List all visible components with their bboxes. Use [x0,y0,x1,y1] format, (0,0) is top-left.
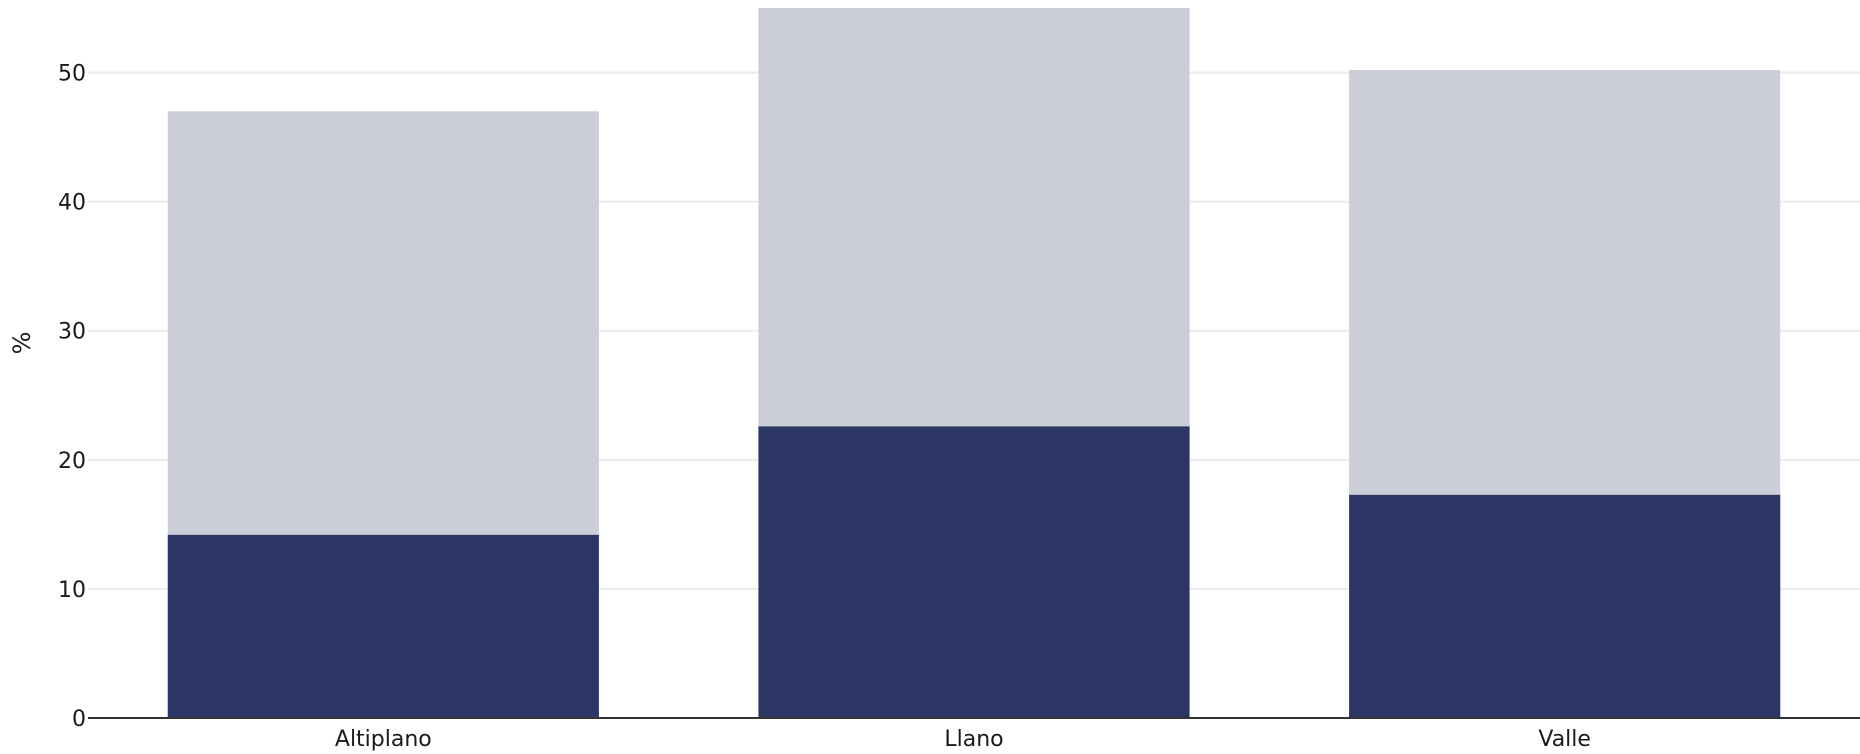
y-tick-label: 10 [58,578,86,603]
x-tick-labels: Altiplano Llano Valle [335,727,1591,752]
y-tick-label: 30 [58,320,86,345]
x-tick-label: Valle [1538,727,1591,752]
bar-segment-upper [758,8,1190,427]
bar-segment-upper [167,111,599,535]
bar-segment-lower [1349,494,1781,718]
bar-segment-lower [167,534,599,718]
y-tick-label: 20 [58,449,86,474]
y-tick-label: 40 [58,191,86,216]
y-axis-title: % [8,332,36,355]
bars [167,8,1781,718]
x-tick-label: Altiplano [335,727,432,752]
bar-segment-upper [1349,69,1781,495]
bar-segment-lower [758,426,1190,718]
y-tick-label: 0 [72,707,86,732]
y-tick-label: 50 [58,62,86,87]
x-tick-label: Llano [944,727,1003,752]
y-tick-labels: 0 10 20 30 40 50 [58,62,86,732]
